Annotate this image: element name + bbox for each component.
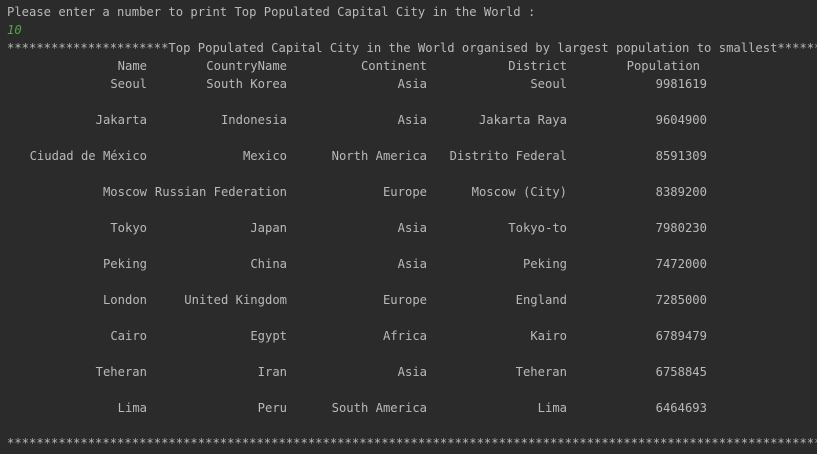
row-cell-country: Indonesia bbox=[220, 113, 287, 127]
row-cell-population: 7980230 bbox=[655, 221, 707, 235]
row-cell-country: Egypt bbox=[250, 329, 287, 343]
row-cell-district: Teheran bbox=[515, 365, 567, 379]
column-header-country: CountryName bbox=[206, 59, 287, 73]
row-cell-name: Jakarta bbox=[95, 113, 147, 127]
row-cell-name: Ciudad de México bbox=[29, 149, 147, 163]
row-cell-district: Tokyo-to bbox=[508, 221, 567, 235]
row-cell-population: 6464693 bbox=[655, 401, 707, 415]
row-cell-population: 9604900 bbox=[655, 113, 707, 127]
row-cell-district: Lima bbox=[537, 401, 567, 415]
row-cell-country: China bbox=[250, 257, 287, 271]
row-cell-population: 7472000 bbox=[655, 257, 707, 271]
row-cell-population: 6789479 bbox=[655, 329, 707, 343]
column-header-population: Population bbox=[626, 59, 700, 73]
row-cell-continent: Africa bbox=[382, 329, 427, 343]
row-cell-country: United Kingdom bbox=[184, 293, 287, 307]
row-cell-district: Seoul bbox=[530, 77, 567, 91]
row-cell-country: South Korea bbox=[206, 77, 287, 91]
row-cell-country: Mexico bbox=[242, 149, 287, 163]
row-cell-country: Peru bbox=[257, 401, 287, 415]
user-input-text: 10 bbox=[7, 23, 22, 37]
row-cell-district: Distrito Federal bbox=[449, 149, 567, 163]
row-cell-continent: Asia bbox=[397, 257, 427, 271]
row-cell-country: Japan bbox=[250, 221, 287, 235]
row-cell-population: 9981619 bbox=[655, 77, 707, 91]
row-cell-continent: Asia bbox=[397, 221, 427, 235]
row-cell-continent: North America bbox=[331, 149, 427, 163]
row-cell-name: Seoul bbox=[110, 77, 147, 91]
row-cell-population: 8591309 bbox=[655, 149, 707, 163]
row-cell-continent: Europe bbox=[382, 185, 427, 199]
row-cell-name: Tokyo bbox=[110, 221, 147, 235]
row-cell-population: 7285000 bbox=[655, 293, 707, 307]
row-cell-continent: South America bbox=[331, 401, 427, 415]
row-cell-name: Lima bbox=[117, 401, 147, 415]
row-cell-population: 6758845 bbox=[655, 365, 707, 379]
row-cell-country: Russian Federation bbox=[154, 185, 287, 199]
row-cell-district: Moscow (City) bbox=[471, 185, 567, 199]
row-cell-continent: Asia bbox=[397, 77, 427, 91]
row-cell-continent: Asia bbox=[397, 113, 427, 127]
row-cell-district: Kairo bbox=[530, 329, 567, 343]
prompt-text: Please enter a number to print Top Popul… bbox=[7, 5, 536, 19]
column-header-name: Name bbox=[117, 59, 147, 73]
row-cell-name: Moscow bbox=[102, 185, 147, 199]
row-cell-name: Teheran bbox=[95, 365, 147, 379]
row-cell-district: Jakarta Raya bbox=[478, 113, 567, 127]
row-cell-name: London bbox=[102, 293, 147, 307]
row-cell-continent: Europe bbox=[382, 293, 427, 307]
row-cell-country: Iran bbox=[257, 365, 287, 379]
column-header-district: District bbox=[508, 59, 567, 73]
report-title-line: **********************Top Populated Capi… bbox=[7, 41, 817, 55]
row-cell-name: Peking bbox=[102, 257, 147, 271]
row-cell-district: Peking bbox=[522, 257, 567, 271]
row-cell-district: England bbox=[515, 293, 567, 307]
row-cell-continent: Asia bbox=[397, 365, 427, 379]
row-cell-name: Cairo bbox=[110, 329, 147, 343]
column-header-continent: Continent bbox=[360, 59, 427, 73]
report-footer-line: ****************************************… bbox=[7, 436, 817, 450]
row-cell-population: 8389200 bbox=[655, 185, 707, 199]
